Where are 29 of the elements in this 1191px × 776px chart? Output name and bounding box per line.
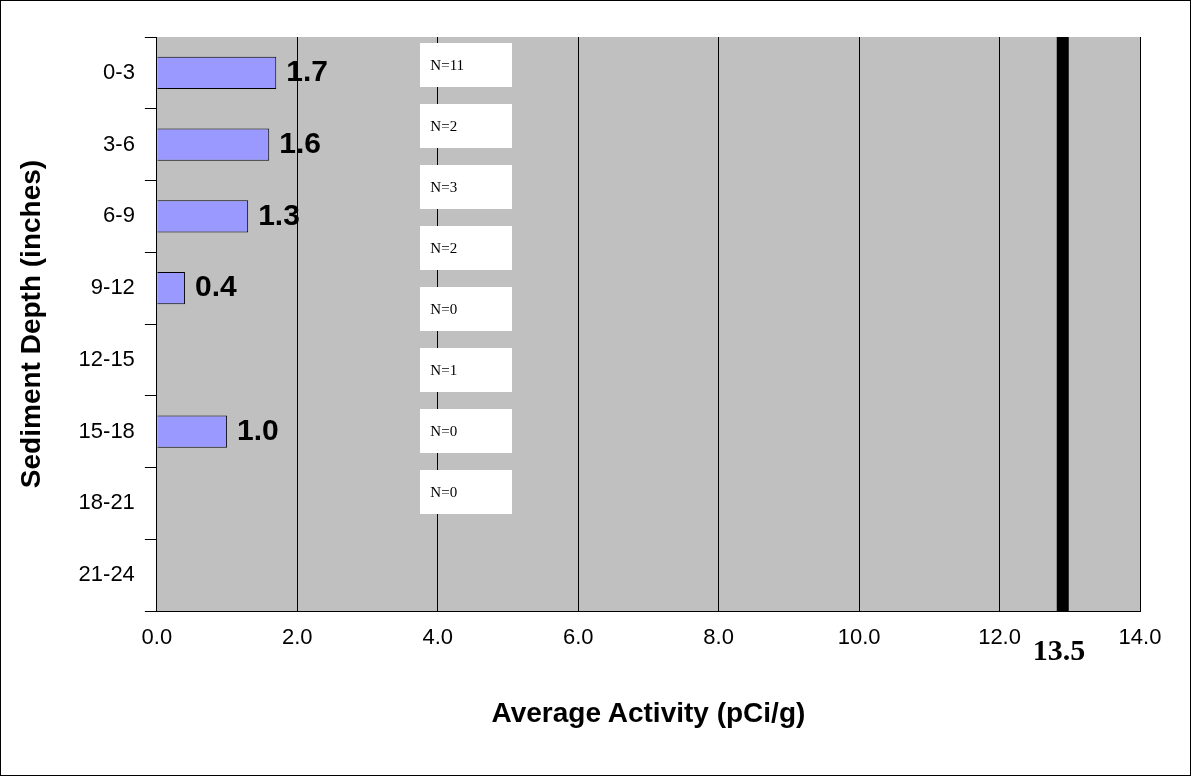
note-box: N=2 [420,225,513,270]
x-tick-label: 14.0 [1118,624,1162,650]
y-tick-label: 12-15 [78,345,135,371]
x-tick-label: 8.0 [703,624,734,650]
note-box: N=0 [420,408,513,453]
y-tick-label: 0-3 [103,58,135,84]
y-tick-label: 15-18 [78,417,135,443]
y-tick-label: 6-9 [103,202,135,228]
note-box: N=3 [420,164,513,209]
y-tick-label: 9-12 [90,274,135,300]
note-box: N=0 [420,286,513,331]
x-axis-title: Average Activity (pCi/g) [491,696,806,728]
note-text: 13.5 [1032,633,1086,667]
y-axis-title: Sediment Depth (inches) [14,159,46,489]
x-tick-label: 12.0 [978,624,1021,650]
note-box: N=0 [420,469,513,514]
x-tick-label: 2.0 [282,624,313,650]
note-box: N=11 [420,43,513,87]
y-tick-label: 21-24 [78,561,135,587]
y-tick-label: 18-21 [78,489,135,515]
x-tick-label: 10.0 [837,624,881,650]
note-box: N=1 [420,347,513,392]
x-tick-label: 0.0 [141,624,173,650]
x-tick-label: 4.0 [422,624,454,650]
note-box: N=2 [420,104,513,148]
data-label: 0.4 [194,269,237,303]
y-tick-label: 3-6 [103,130,135,156]
x-tick-label: 6.0 [562,624,594,650]
data-label: 1.0 [237,412,279,446]
